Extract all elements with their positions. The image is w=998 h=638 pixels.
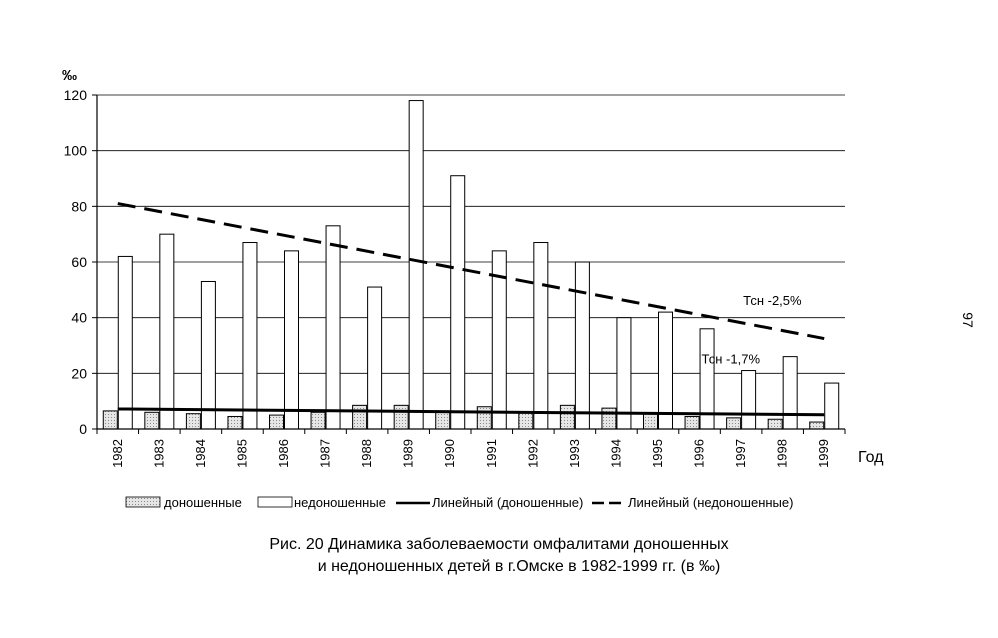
trend-line-doneshennye (117, 407, 825, 417)
bar-nedonoshennye (782, 356, 798, 430)
annotation-label: Тсн -2,5% (743, 293, 802, 308)
bar-doneshennye (269, 414, 284, 430)
y-tick-label: 120 (64, 87, 88, 103)
bar-nedonoshennye (284, 250, 299, 430)
bar-nedonoshennye (159, 233, 175, 430)
bar-nedonoshennye (408, 100, 424, 430)
bars (102, 100, 840, 430)
annotation-label: Тсн -1,7% (702, 351, 761, 366)
x-tick-label: 1993 (567, 439, 582, 468)
bar-doneshennye (393, 404, 409, 430)
y-tick-labels: 0 20 40 60 80 100 120 (64, 87, 88, 437)
x-tick-label: 1992 (525, 439, 540, 468)
x-tick-label: 1995 (650, 439, 665, 468)
bar-nedonoshennye (741, 370, 757, 430)
x-tick-label: 1988 (359, 439, 374, 468)
trend-line-nedonoshennye (117, 202, 825, 341)
bar-nedonoshennye (367, 286, 383, 430)
trend-lines (117, 202, 825, 417)
gridlines (92, 94, 845, 430)
y-tick-label: 20 (71, 365, 87, 381)
x-tick-label: 1984 (193, 439, 208, 468)
bar-doneshennye (684, 415, 700, 430)
legend: доношенные недоношенные Линейный (доношенн… (125, 495, 793, 510)
x-tick-label: 1994 (608, 439, 623, 468)
x-tick-label: 1983 (151, 439, 166, 468)
y-tick-label: 80 (71, 198, 87, 214)
x-tick-label: 1996 (692, 439, 707, 468)
y-axis-label: ‰ (62, 67, 77, 84)
bar-doneshennye (601, 407, 617, 430)
bar-doneshennye (102, 410, 118, 430)
legend-label-trend-nedonoshennye: Линейный (недоношенные) (628, 495, 793, 510)
x-tick-label: 1987 (318, 439, 333, 468)
bar-nedonoshennye (200, 280, 216, 430)
x-tick-label: 1990 (442, 439, 457, 468)
bar-doneshennye (144, 411, 160, 430)
y-tick-label: 60 (71, 254, 87, 270)
bar-nedonoshennye (450, 175, 466, 430)
bar-nedonoshennye (325, 225, 341, 430)
y-tick-label: 100 (64, 143, 88, 159)
bar-doneshennye (809, 421, 825, 430)
annotations: Тсн -2,5% Тсн -1,7% (702, 293, 802, 366)
legend-label-nedonoshennye: недоношенные (294, 495, 386, 510)
x-tick-label: 1986 (276, 439, 291, 468)
x-axis-label: Год (858, 449, 884, 466)
y-tick-label: 0 (79, 421, 87, 437)
x-tick-label: 1985 (234, 439, 249, 468)
y-tick-label: 40 (71, 310, 87, 326)
bar-nedonoshennye (574, 261, 590, 430)
x-tick-label: 1998 (775, 439, 790, 468)
bar-doneshennye (643, 413, 658, 430)
legend-swatch-nedonoshennye (257, 496, 293, 508)
bar-doneshennye (559, 404, 575, 430)
bar-nedonoshennye (533, 242, 549, 430)
bar-doneshennye (185, 413, 201, 430)
bar-nedonoshennye (824, 382, 840, 430)
bar-nedonoshennye (117, 255, 133, 430)
x-tick-label: 1989 (401, 439, 416, 468)
figure-caption-line-2: и недоношенных детей в г.Омске в 1982-19… (317, 558, 721, 575)
x-tick-label: 1991 (484, 439, 499, 468)
axes (96, 95, 846, 434)
bar-doneshennye (726, 417, 742, 430)
bar-doneshennye (518, 411, 534, 430)
legend-label-doneshennye: доношенные (164, 495, 242, 510)
bar-doneshennye (227, 415, 243, 430)
legend-label-trend-doneshennye: Линейный (доношенные) (432, 495, 583, 510)
x-tick-labels: 1982 1983 1984 1985 1986 1987 1988 1989 1990 1991… (110, 439, 831, 468)
bar-doneshennye (476, 406, 492, 430)
figure-caption-line-1: Рис. 20 Динамика заболеваемости омфалита… (269, 536, 729, 553)
bar-doneshennye (435, 410, 451, 430)
x-tick-label: 1999 (816, 439, 831, 468)
x-tick-label: 1997 (733, 439, 748, 468)
page-number: 97 (959, 312, 976, 328)
bar-doneshennye (352, 404, 368, 430)
bar-nedonoshennye (658, 311, 673, 430)
bar-nedonoshennye (242, 242, 258, 430)
bar-doneshennye (310, 411, 326, 430)
x-tick-label: 1982 (110, 439, 125, 468)
bar-doneshennye (767, 418, 783, 430)
legend-swatch-doneshennye (125, 496, 161, 508)
